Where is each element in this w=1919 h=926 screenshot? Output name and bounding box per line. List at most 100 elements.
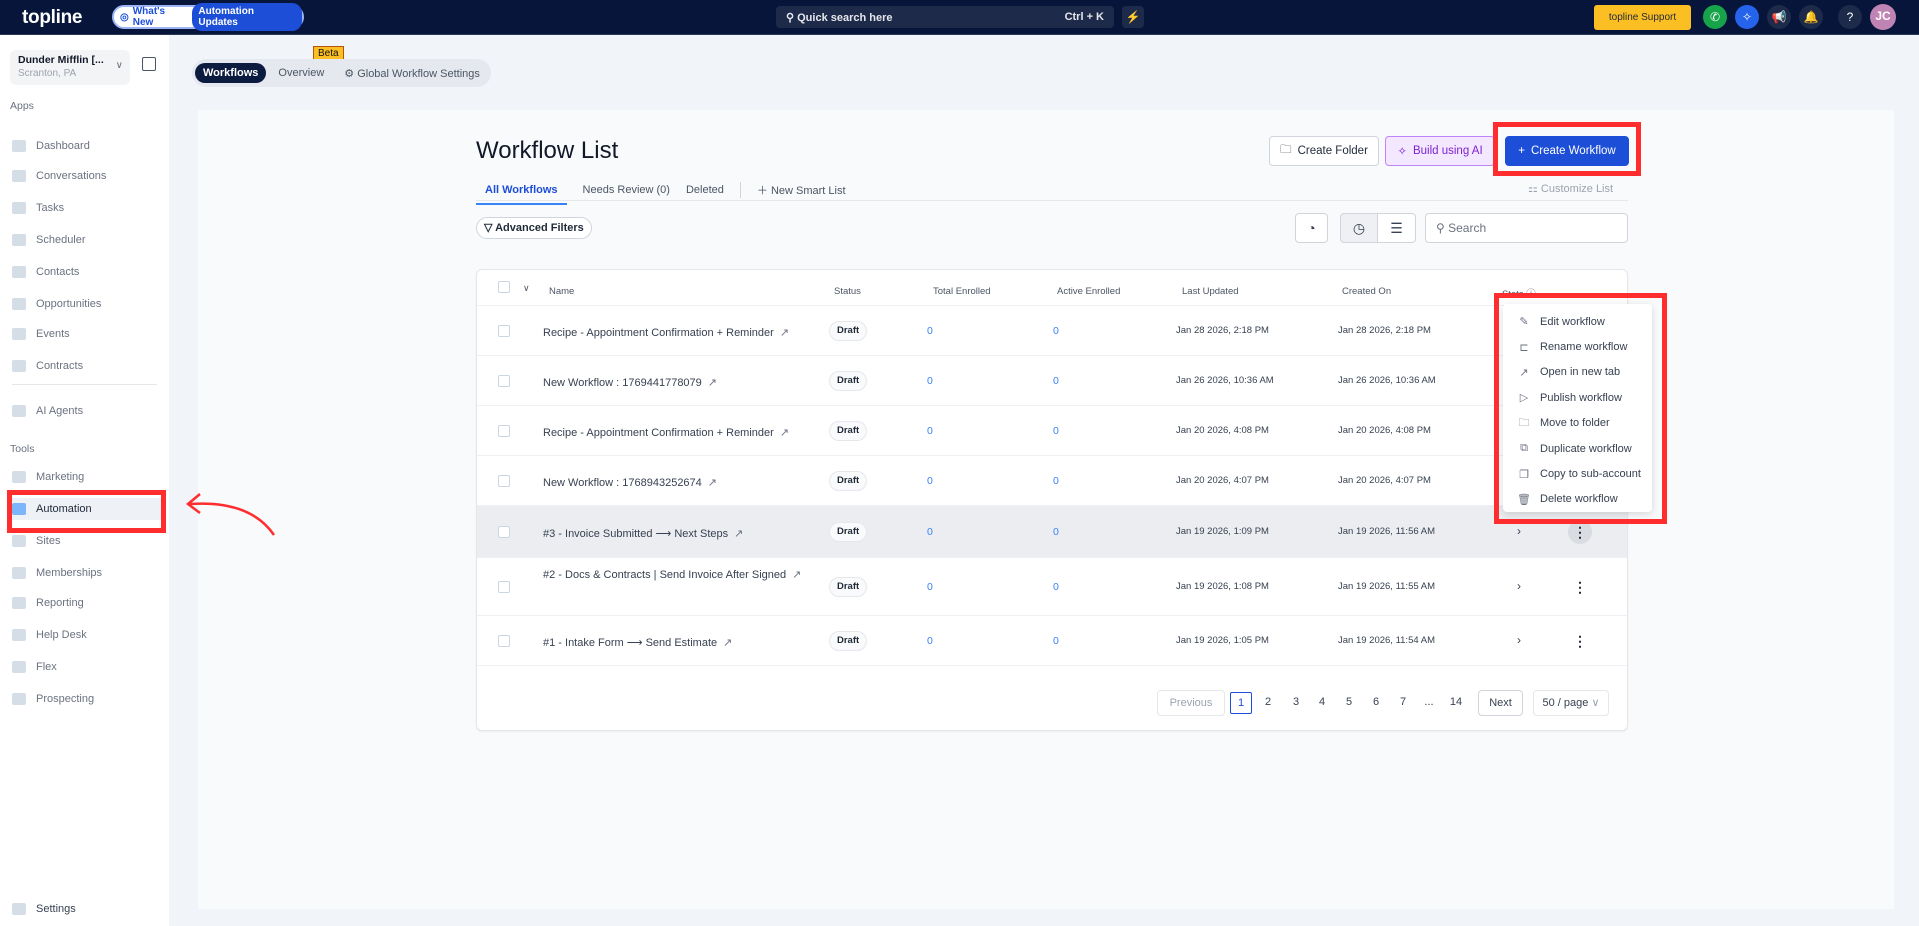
phone-icon[interactable]: ✆	[1703, 5, 1727, 29]
history-icon[interactable]: ◔	[1295, 213, 1328, 243]
total-enrolled[interactable]: 0	[927, 635, 933, 647]
page-14[interactable]: 14	[1449, 696, 1463, 708]
chevron-right-icon[interactable]: ›	[1517, 524, 1521, 538]
row-checkbox[interactable]	[498, 475, 510, 487]
lightning-icon[interactable]: ⚡	[1122, 6, 1144, 28]
clock-view-icon[interactable]: ◷	[1340, 213, 1378, 243]
external-link-icon[interactable]: ↗	[792, 569, 802, 581]
tab-workflows[interactable]: Workflows	[195, 63, 267, 83]
account-switcher[interactable]: Dunder Mifflin [... Scranton, PA ∨	[10, 50, 130, 85]
chevron-right-icon[interactable]: ›	[1517, 579, 1521, 593]
workflow-name[interactable]: New Workflow : 1768943252674 ↗	[543, 474, 943, 492]
column-last-updated[interactable]: Last Updated	[1182, 286, 1239, 297]
total-enrolled[interactable]: 0	[927, 325, 933, 337]
sidebar-item-automation[interactable]: Automation	[12, 498, 162, 520]
row-checkbox[interactable]	[498, 375, 510, 387]
customize-list-button[interactable]: ⚏ Customize List	[1528, 182, 1613, 195]
workflow-name[interactable]: New Workflow : 1769441778079 ↗	[543, 374, 943, 392]
build-using-ai-button[interactable]: ✧ Build using AI	[1385, 136, 1495, 166]
menu-item-rename-workflow[interactable]: ⊏ Rename workflow	[1503, 334, 1652, 359]
search-input[interactable]: ⚲ Search	[1425, 213, 1628, 243]
tab-global-workflow-settings[interactable]: ⚙ Global Workflow Settings	[336, 63, 488, 84]
total-enrolled[interactable]: 0	[927, 581, 933, 593]
workflow-name[interactable]: #2 - Docs & Contracts | Send Invoice Aft…	[543, 566, 833, 584]
page-4[interactable]: 4	[1318, 696, 1326, 708]
sidebar-item-opportunities[interactable]: Opportunities	[12, 293, 162, 315]
page-2[interactable]: 2	[1264, 696, 1272, 708]
sidebar-item-prospecting[interactable]: Prospecting	[12, 688, 162, 710]
total-enrolled[interactable]: 0	[927, 425, 933, 437]
tab-all-workflows[interactable]: All Workflows	[476, 184, 567, 205]
logo[interactable]: topline	[22, 7, 83, 28]
sidebar-item-memberships[interactable]: Memberships	[12, 562, 162, 584]
page-size-select[interactable]: 50 / page ∨	[1533, 690, 1609, 716]
active-enrolled[interactable]: 0	[1053, 581, 1059, 593]
sidebar-toggle-icon[interactable]	[142, 57, 156, 71]
next-page-button[interactable]: Next	[1478, 690, 1523, 716]
more-options-icon[interactable]: ⋮	[1568, 520, 1592, 544]
table-row[interactable]: New Workflow : 1768943252674 ↗ Draft 0 0 …	[477, 455, 1627, 505]
active-enrolled[interactable]: 0	[1053, 425, 1059, 437]
sidebar-item-tasks[interactable]: Tasks	[12, 197, 162, 219]
external-link-icon[interactable]: ↗	[707, 377, 718, 389]
table-row[interactable]: Recipe - Appointment Confirmation + Remi…	[477, 305, 1627, 355]
megaphone-icon[interactable]: 📢	[1767, 5, 1791, 29]
menu-item-publish-workflow[interactable]: ▷ Publish workflow	[1503, 385, 1652, 410]
workflow-name[interactable]: #3 - Invoice Submitted ⟶ Next Steps ↗	[543, 525, 943, 543]
active-enrolled[interactable]: 0	[1053, 526, 1059, 538]
sidebar-item-sites[interactable]: Sites	[12, 530, 162, 552]
create-workflow-button[interactable]: + Create Workflow	[1505, 136, 1629, 166]
support-button[interactable]: topline Support	[1594, 5, 1691, 30]
sidebar-item-contacts[interactable]: Contacts	[12, 261, 162, 283]
sidebar-item-settings[interactable]: Settings	[12, 898, 162, 920]
workflow-name[interactable]: Recipe - Appointment Confirmation + Remi…	[543, 424, 943, 442]
pagination-ellipsis[interactable]: ...	[1424, 696, 1434, 708]
new-smart-list-button[interactable]: ＋ New Smart List	[757, 182, 846, 198]
whats-new-button[interactable]: ◎ What's New Automation Updates	[112, 3, 304, 31]
create-folder-button[interactable]: 🗀 Create Folder	[1269, 136, 1379, 166]
active-enrolled[interactable]: 0	[1053, 375, 1059, 387]
table-row[interactable]: #1 - Intake Form ⟶ Send Estimate ↗ Draft …	[477, 615, 1627, 665]
sidebar-item-events[interactable]: Events	[12, 323, 162, 345]
quick-search[interactable]: ⚲ Quick search here Ctrl + K	[776, 6, 1114, 28]
total-enrolled[interactable]: 0	[927, 526, 933, 538]
menu-item-copy-to-sub-account[interactable]: ❐ Copy to sub-account	[1503, 461, 1652, 486]
help-icon[interactable]: ?	[1838, 5, 1862, 29]
sidebar-item-contracts[interactable]: Contracts	[12, 355, 162, 377]
select-all-checkbox[interactable]	[498, 281, 510, 293]
external-link-icon[interactable]: ↗	[707, 477, 718, 489]
advanced-filters-button[interactable]: ▽ Advanced Filters	[476, 217, 592, 239]
page-1[interactable]: 1	[1230, 692, 1252, 714]
bell-icon[interactable]: 🔔	[1799, 5, 1823, 29]
table-row[interactable]: #3 - Invoice Submitted ⟶ Next Steps ↗ Dra…	[477, 505, 1627, 557]
external-link-icon[interactable]: ↗	[779, 327, 790, 339]
table-row[interactable]: Recipe - Appointment Confirmation + Remi…	[477, 405, 1627, 455]
page-7[interactable]: 7	[1399, 696, 1407, 708]
chevron-right-icon[interactable]: ›	[1517, 633, 1521, 647]
workflow-name[interactable]: #1 - Intake Form ⟶ Send Estimate ↗	[543, 634, 943, 652]
total-enrolled[interactable]: 0	[927, 475, 933, 487]
tab-needs-review[interactable]: Needs Review (0)	[582, 184, 670, 196]
page-6[interactable]: 6	[1372, 696, 1380, 708]
sidebar-item-ai-agents[interactable]: AI Agents	[12, 400, 162, 422]
row-checkbox[interactable]	[498, 635, 510, 647]
previous-page-button[interactable]: Previous	[1157, 690, 1225, 716]
total-enrolled[interactable]: 0	[927, 375, 933, 387]
table-row[interactable]: New Workflow : 1769441778079 ↗ Draft 0 0 …	[477, 355, 1627, 405]
column-name[interactable]: Name	[549, 286, 575, 297]
menu-item-duplicate-workflow[interactable]: ⧉ Duplicate workflow	[1503, 436, 1652, 461]
sidebar-item-reporting[interactable]: Reporting	[12, 592, 162, 614]
page-3[interactable]: 3	[1292, 696, 1300, 708]
sidebar-item-marketing[interactable]: Marketing	[12, 466, 162, 488]
tab-overview[interactable]: Overview	[278, 67, 325, 79]
external-link-icon[interactable]: ↗	[723, 637, 733, 649]
list-view-icon[interactable]: ☰	[1377, 213, 1416, 243]
active-enrolled[interactable]: 0	[1053, 325, 1059, 337]
sidebar-item-flex[interactable]: Flex	[12, 656, 162, 678]
menu-item-open-in-new-tab[interactable]: ↗ Open in new tab	[1503, 360, 1652, 385]
column-created-on[interactable]: Created On	[1342, 286, 1392, 297]
column-total-enrolled[interactable]: Total Enrolled	[933, 286, 991, 297]
workflow-name[interactable]: Recipe - Appointment Confirmation + Remi…	[543, 324, 943, 342]
row-checkbox[interactable]	[498, 425, 510, 437]
row-checkbox[interactable]	[498, 581, 510, 593]
